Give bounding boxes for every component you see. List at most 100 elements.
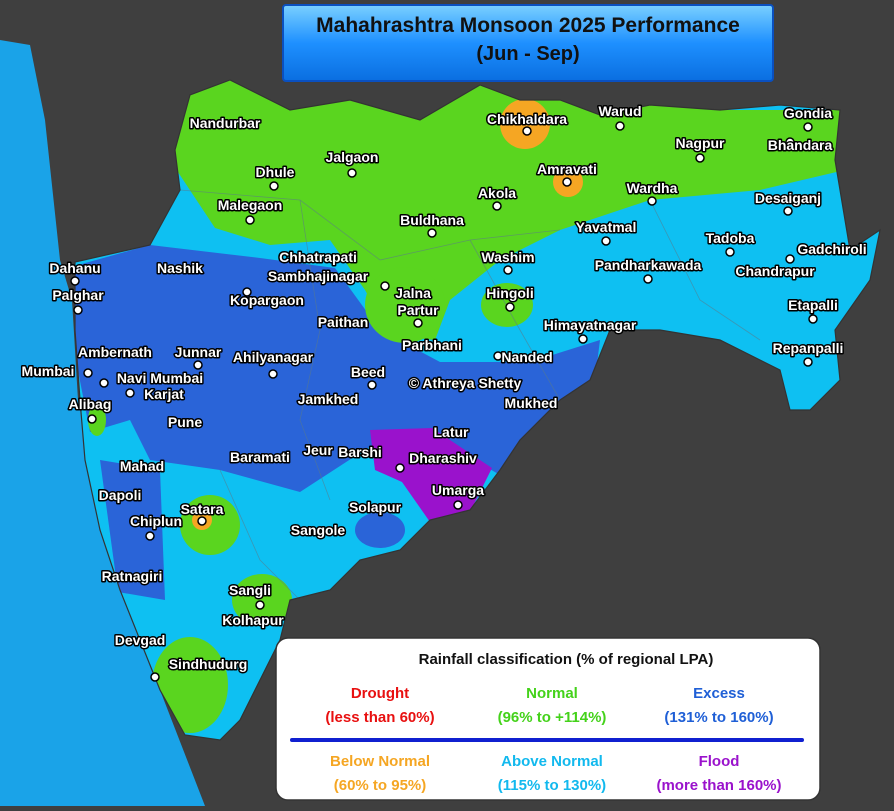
city-dot — [453, 500, 463, 510]
city-dot — [492, 201, 502, 211]
city-dot — [615, 121, 625, 131]
city-label: Jalna — [395, 285, 431, 301]
city-label: Pune — [168, 414, 202, 430]
title-box — [282, 4, 774, 82]
city-label: Baramati — [230, 449, 290, 465]
city-label: Desaiganj — [755, 190, 821, 206]
city-dot — [522, 126, 532, 136]
city-dot — [197, 516, 207, 526]
city-label: Karjat — [144, 386, 184, 402]
city-dot — [245, 215, 255, 225]
city-label: Dapoli — [99, 487, 142, 503]
city-dot — [223, 616, 233, 626]
city-label: Ambernath — [78, 344, 152, 360]
city-label: Nandurbar — [190, 115, 261, 131]
city-label: Buldhana — [400, 212, 464, 228]
city-label: Pandharkawada — [595, 257, 702, 273]
city-label: Junnar — [175, 344, 222, 360]
flood-region — [370, 428, 492, 522]
city-label: Washim — [481, 249, 534, 265]
city-label: Alibag — [69, 396, 112, 412]
legend-name: Above Normal — [501, 753, 603, 770]
city-label: Barshi — [338, 444, 382, 460]
city-dot — [83, 368, 93, 378]
normal-region — [88, 404, 106, 436]
city-label: Parbhani — [402, 337, 462, 353]
city-dot — [150, 672, 160, 682]
city-label: Sangli — [229, 582, 271, 598]
legend-range: (131% to 160%) — [664, 709, 773, 726]
city-label: Kolhapur — [222, 612, 284, 628]
city-dot — [562, 177, 572, 187]
city-label: Jamkhed — [298, 391, 359, 407]
city-dot — [808, 314, 818, 324]
city-label: Beed — [351, 364, 385, 380]
city-dot — [347, 168, 357, 178]
city-label: Akola — [478, 185, 516, 201]
city-dot — [99, 378, 109, 388]
city-label: Etapalli — [788, 297, 838, 313]
legend-range: (115% to 130%) — [498, 777, 606, 794]
city-dot — [803, 122, 813, 132]
city-label: Partur — [397, 302, 439, 318]
city-dot — [70, 276, 80, 286]
legend-name: Normal — [526, 685, 578, 702]
legend-title: Rainfall classification (% of regional L… — [419, 651, 714, 668]
city-dot — [647, 196, 657, 206]
legend-box — [275, 637, 821, 801]
city-dot — [783, 206, 793, 216]
city-dot — [695, 153, 705, 163]
city-label: Dahanu — [49, 260, 100, 276]
cities: Nandurbar Dhule Jalgaon Malegaon Chikhaldara… — [20, 102, 868, 682]
legend-items: Drought (less than 60%) Normal (96% to +114… — [325, 685, 781, 794]
city-label: Dhule — [256, 164, 295, 180]
city-dot — [578, 334, 588, 344]
watermark: © Athreya Shetty — [409, 375, 522, 391]
city-label: Nashik — [157, 260, 203, 276]
city-label: Chhatrapati — [279, 249, 357, 265]
city-label: Hingoli — [486, 285, 533, 301]
legend-name: Drought — [351, 685, 409, 702]
city-label: Sangole — [291, 522, 346, 538]
city-dot — [725, 247, 735, 257]
city-label: Chandrapur — [735, 263, 815, 279]
city-label: Wardha — [627, 180, 678, 196]
city-dot — [395, 463, 405, 473]
city-label: Satara — [181, 501, 224, 517]
city-dot — [193, 360, 203, 370]
city-dot — [73, 305, 83, 315]
city-label: Gadchiroli — [797, 241, 866, 257]
legend-name: Below Normal — [330, 753, 430, 770]
city-dot — [125, 388, 135, 398]
city-label: Himayatnagar — [544, 317, 637, 333]
legend-name: Excess — [693, 685, 745, 702]
city-label: Amravati — [537, 161, 597, 177]
legend-range: (more than 160%) — [656, 777, 781, 794]
city-label: Umarga — [432, 482, 484, 498]
city-label: Mukhed — [505, 395, 558, 411]
city-dot — [269, 181, 279, 191]
city-label: Navi Mumbai — [117, 370, 203, 386]
city-dot — [643, 274, 653, 284]
city-label: Chiplun — [130, 513, 182, 529]
excess-region — [355, 512, 405, 548]
city-label: Mumbai — [22, 363, 75, 379]
city-dot — [601, 236, 611, 246]
normal-region — [170, 80, 850, 340]
city-dot — [505, 302, 515, 312]
city-dot — [785, 137, 795, 147]
city-label: Tadoba — [706, 230, 755, 246]
legend-name: Flood — [699, 753, 740, 770]
title: Mahahrashtra Monsoon 2025 Performance — [316, 14, 740, 37]
city-dot — [367, 380, 377, 390]
subtitle: (Jun - Sep) — [476, 43, 579, 65]
district-border — [179, 189, 761, 601]
city-label: Dharashiv — [409, 450, 477, 466]
city-label: Mahad — [120, 458, 164, 474]
city-dot — [268, 369, 278, 379]
city-dot — [785, 254, 795, 264]
legend-range: (less than 60%) — [325, 709, 434, 726]
normal-region — [232, 574, 292, 626]
legend: Rainfall classification (% of regional L… — [275, 637, 821, 801]
